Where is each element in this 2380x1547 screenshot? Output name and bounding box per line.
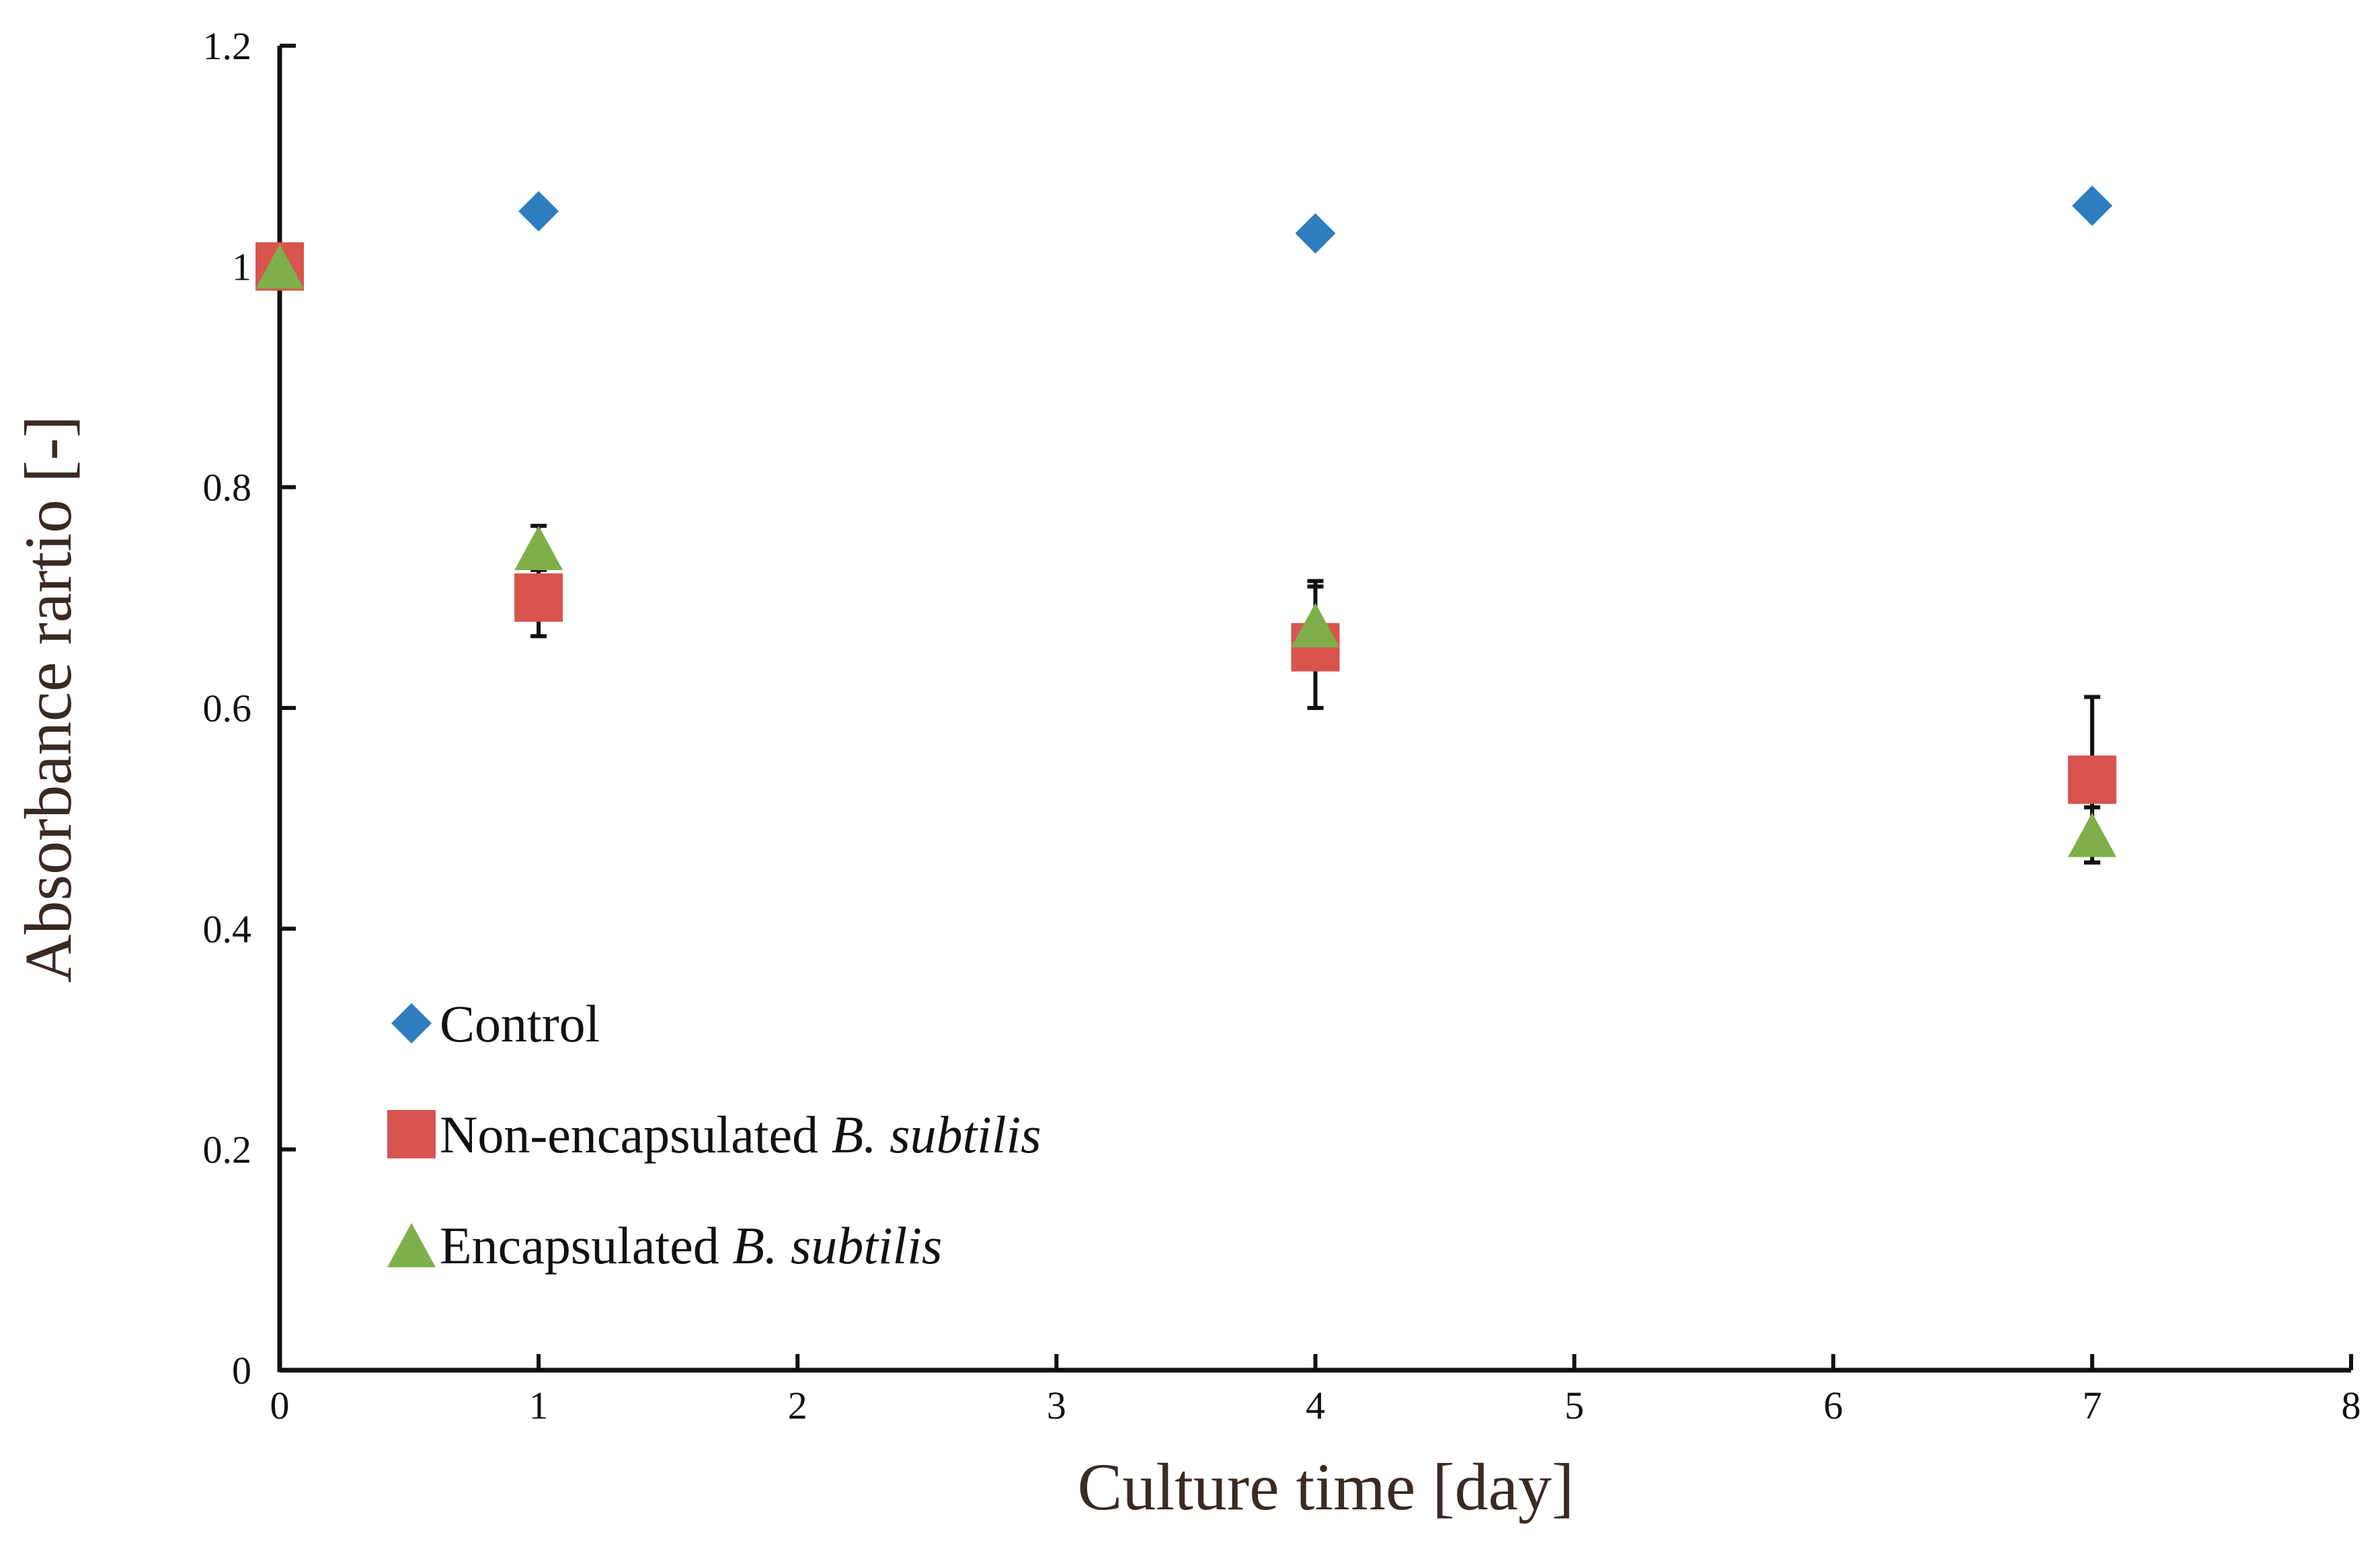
x-tick-label: 5	[1564, 1384, 1584, 1427]
y-tick-label: 0.4	[203, 907, 252, 951]
y-tick-label: 1.2	[203, 24, 252, 68]
legend-marker-diamond	[391, 1003, 432, 1043]
x-tick-label: 2	[788, 1384, 807, 1427]
data-point-square	[514, 573, 563, 622]
y-tick-label: 0.2	[203, 1128, 252, 1172]
data-point-triangle	[255, 244, 304, 289]
data-point-square	[2067, 755, 2116, 804]
legend: Control Non-encapsulated B. subtilis Encap…	[387, 994, 1041, 1275]
legend-label: Encapsulated B. subtilis	[440, 1216, 942, 1275]
data-point-triangle	[2067, 812, 2116, 857]
data-point-triangle	[1291, 602, 1340, 647]
y-tick-label: 0.6	[203, 686, 252, 730]
y-axis-title: Absorbance rartio [-]	[11, 415, 85, 983]
data-point-diamond	[2071, 186, 2112, 227]
y-tick-label: 1	[232, 245, 251, 288]
data-point-triangle	[514, 525, 563, 570]
data-point-diamond	[518, 191, 559, 232]
x-tick-label: 8	[2342, 1384, 2361, 1427]
x-tick-label: 0	[270, 1384, 290, 1427]
data-point-diamond	[1295, 213, 1336, 254]
legend-label: Control	[440, 994, 600, 1053]
x-tick-label: 7	[2082, 1384, 2102, 1427]
axes-layer: 0 1 2 3 4 5 6 7 8 0 0.2 0.4 0.6 0.8 1 1.2	[203, 24, 2361, 1427]
x-tick-label: 4	[1306, 1384, 1325, 1427]
error-bars-layer	[530, 524, 2100, 865]
markers-layer	[255, 186, 2116, 857]
y-tick-label: 0	[232, 1349, 251, 1392]
x-axis-title: Culture time [day]	[1078, 1450, 1575, 1524]
y-tick-label: 0.8	[203, 466, 252, 510]
legend-label: Non-encapsulated B. subtilis	[440, 1105, 1041, 1164]
x-tick-label: 3	[1047, 1384, 1066, 1427]
legend-marker-square	[387, 1110, 436, 1158]
legend-marker-triangle	[387, 1223, 436, 1267]
x-tick-label: 6	[1823, 1384, 1843, 1427]
x-tick-label: 1	[529, 1384, 549, 1427]
